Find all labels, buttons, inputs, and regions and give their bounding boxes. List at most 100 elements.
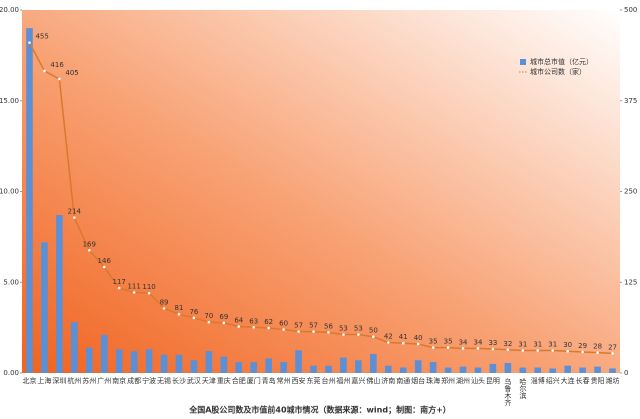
data-label: 405	[65, 69, 78, 77]
legend-swatch	[520, 59, 526, 65]
x-tick-label: 重庆	[217, 376, 231, 385]
point	[237, 325, 241, 328]
data-label: 34	[459, 338, 468, 346]
x-tick-label: 天津	[202, 377, 216, 385]
point	[58, 77, 61, 81]
point	[207, 320, 211, 324]
data-label: 57	[309, 322, 318, 330]
data-label: 110	[142, 283, 155, 291]
point	[581, 350, 584, 354]
point	[386, 341, 390, 344]
bar	[85, 347, 93, 373]
bar	[71, 322, 78, 373]
bar	[444, 367, 452, 373]
x-tick-label: 哈尔滨	[519, 377, 527, 400]
bar	[370, 353, 377, 373]
data-label: 76	[189, 308, 198, 316]
x-tick-label: 深圳	[52, 376, 66, 385]
data-label: 111	[127, 282, 140, 290]
point	[566, 349, 569, 353]
bar	[115, 349, 123, 373]
data-label: 70	[204, 312, 213, 320]
data-label: 31	[518, 340, 527, 348]
bar	[609, 368, 616, 373]
y2-tick-label: 250	[624, 188, 637, 196]
point	[117, 286, 121, 290]
point	[297, 330, 300, 333]
y2-tick-label: 0	[624, 369, 628, 377]
bar	[145, 349, 153, 373]
data-label: 35	[429, 338, 438, 346]
x-tick-label: 大连	[561, 376, 575, 385]
bar	[504, 363, 512, 373]
x-tick-label: 合肥	[232, 376, 246, 385]
point	[102, 265, 106, 269]
plot-background	[22, 10, 620, 373]
x-tick-label: 台州	[321, 376, 335, 385]
bar	[100, 334, 108, 373]
data-label: 169	[83, 240, 96, 248]
data-label: 146	[98, 257, 112, 265]
point	[596, 351, 599, 354]
data-label: 27	[608, 343, 617, 351]
line	[28, 42, 613, 355]
legend-label: 城市总市值（亿元）	[530, 57, 593, 66]
data-label: 117	[112, 278, 125, 286]
data-label: 32	[503, 340, 512, 348]
x-tick-label: 宁波	[142, 376, 156, 385]
bar	[474, 367, 482, 373]
bar	[265, 358, 272, 373]
point	[357, 333, 360, 336]
bar	[130, 351, 138, 373]
x-tick-label: 郑州	[441, 377, 455, 385]
x-tick-label: 长沙	[172, 376, 186, 385]
point	[28, 41, 31, 44]
data-label: 89	[160, 298, 169, 306]
bar	[519, 367, 527, 373]
x-tick-label: 烟台	[411, 376, 425, 385]
point	[342, 333, 345, 336]
data-label: 42	[384, 333, 393, 341]
bar	[534, 367, 542, 373]
data-label: 57	[294, 322, 303, 330]
point	[491, 347, 495, 351]
point	[416, 342, 420, 346]
data-label: 34	[474, 338, 483, 346]
bar	[41, 242, 48, 373]
data-label: 41	[399, 333, 408, 341]
x-tick-label: 嘉兴	[351, 376, 365, 385]
data-label: 50	[369, 327, 378, 335]
point	[312, 330, 315, 333]
point	[147, 291, 151, 295]
bar	[579, 367, 586, 373]
y-tick-label: 0.00	[3, 369, 19, 377]
point	[132, 291, 136, 294]
bar	[594, 366, 601, 373]
bar	[564, 365, 571, 373]
bar	[429, 362, 437, 373]
data-label: 60	[279, 319, 288, 327]
bar	[310, 365, 317, 373]
y2-tick-label: 375	[624, 97, 637, 105]
point	[162, 307, 166, 310]
x-tick-label: 福州	[336, 376, 350, 385]
bar	[355, 360, 362, 373]
x-tick-label: 北京	[22, 376, 36, 385]
point	[372, 335, 375, 339]
data-label: 81	[175, 304, 184, 312]
bar	[220, 356, 228, 373]
x-tick-label: 南京	[112, 376, 126, 385]
data-label: 56	[324, 322, 333, 330]
data-label: 63	[249, 317, 258, 325]
y-tick-label: 15.00	[0, 97, 19, 105]
point	[282, 328, 285, 331]
bar	[250, 362, 258, 373]
bar	[414, 360, 422, 373]
bar	[280, 362, 287, 373]
bar	[26, 28, 33, 374]
point	[401, 341, 405, 345]
y2-tick-label: 125	[624, 278, 637, 286]
x-tick-label: 成都	[127, 376, 141, 385]
bar	[175, 354, 183, 373]
